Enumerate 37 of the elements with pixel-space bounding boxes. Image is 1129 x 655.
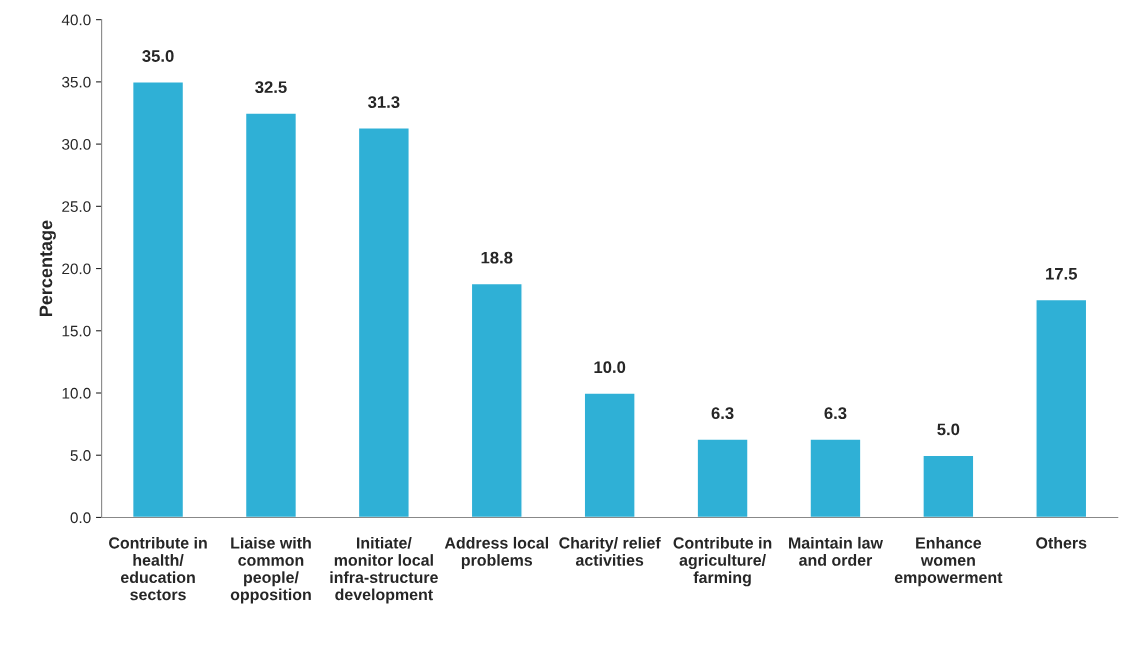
data-label: 18.8: [481, 251, 513, 264]
y-axis-title: Percentage: [39, 220, 56, 317]
x-tick-label: Others: [1036, 536, 1087, 549]
bar: [131, 81, 185, 518]
data-label: 10.0: [594, 361, 626, 374]
bar: [357, 127, 410, 518]
data-label: 17.5: [1046, 268, 1078, 280]
data-label: 35.0: [142, 50, 174, 62]
x-tick-label: Maintain law and order: [789, 536, 883, 566]
y-tick-label: 35.0: [62, 76, 91, 88]
x-tick-label: Enhance women empowerment: [894, 536, 1003, 587]
y-tick-label: 0.0: [70, 512, 91, 524]
bar: [1035, 298, 1088, 518]
x-tick-label: Contribute in health/ education sectors: [109, 536, 207, 601]
x-tick-label: Address local problems: [444, 536, 549, 569]
data-label: 6.3: [711, 407, 734, 420]
y-tick-label: 20.0: [62, 263, 91, 275]
bar: [922, 454, 975, 518]
y-tick-label: 30.0: [62, 138, 91, 150]
x-tick-label: Initiate/ monitor local infra-structure development: [330, 536, 438, 604]
y-tick-label: 40.0: [61, 14, 91, 26]
y-tick-label: 15.0: [62, 325, 91, 337]
bar: [244, 112, 298, 518]
data-label: 31.3: [368, 96, 400, 108]
x-tick-label: Charity/ relief activities: [559, 536, 661, 566]
y-tick-label: 5.0: [70, 450, 91, 461]
x-tick-label: Contribute in agriculture/ farming: [673, 536, 772, 587]
bar: [809, 438, 862, 518]
data-label: 6.3: [824, 407, 847, 420]
y-tick-label: 10.0: [62, 387, 91, 399]
y-tick-label: 25.0: [62, 201, 91, 213]
bar: [470, 282, 523, 518]
bar: [696, 438, 749, 518]
data-label: 32.5: [255, 81, 287, 94]
bar: [583, 392, 636, 518]
x-tick-label: Liaise with common people/ opposition: [230, 536, 311, 604]
data-label: 5.0: [937, 423, 960, 436]
